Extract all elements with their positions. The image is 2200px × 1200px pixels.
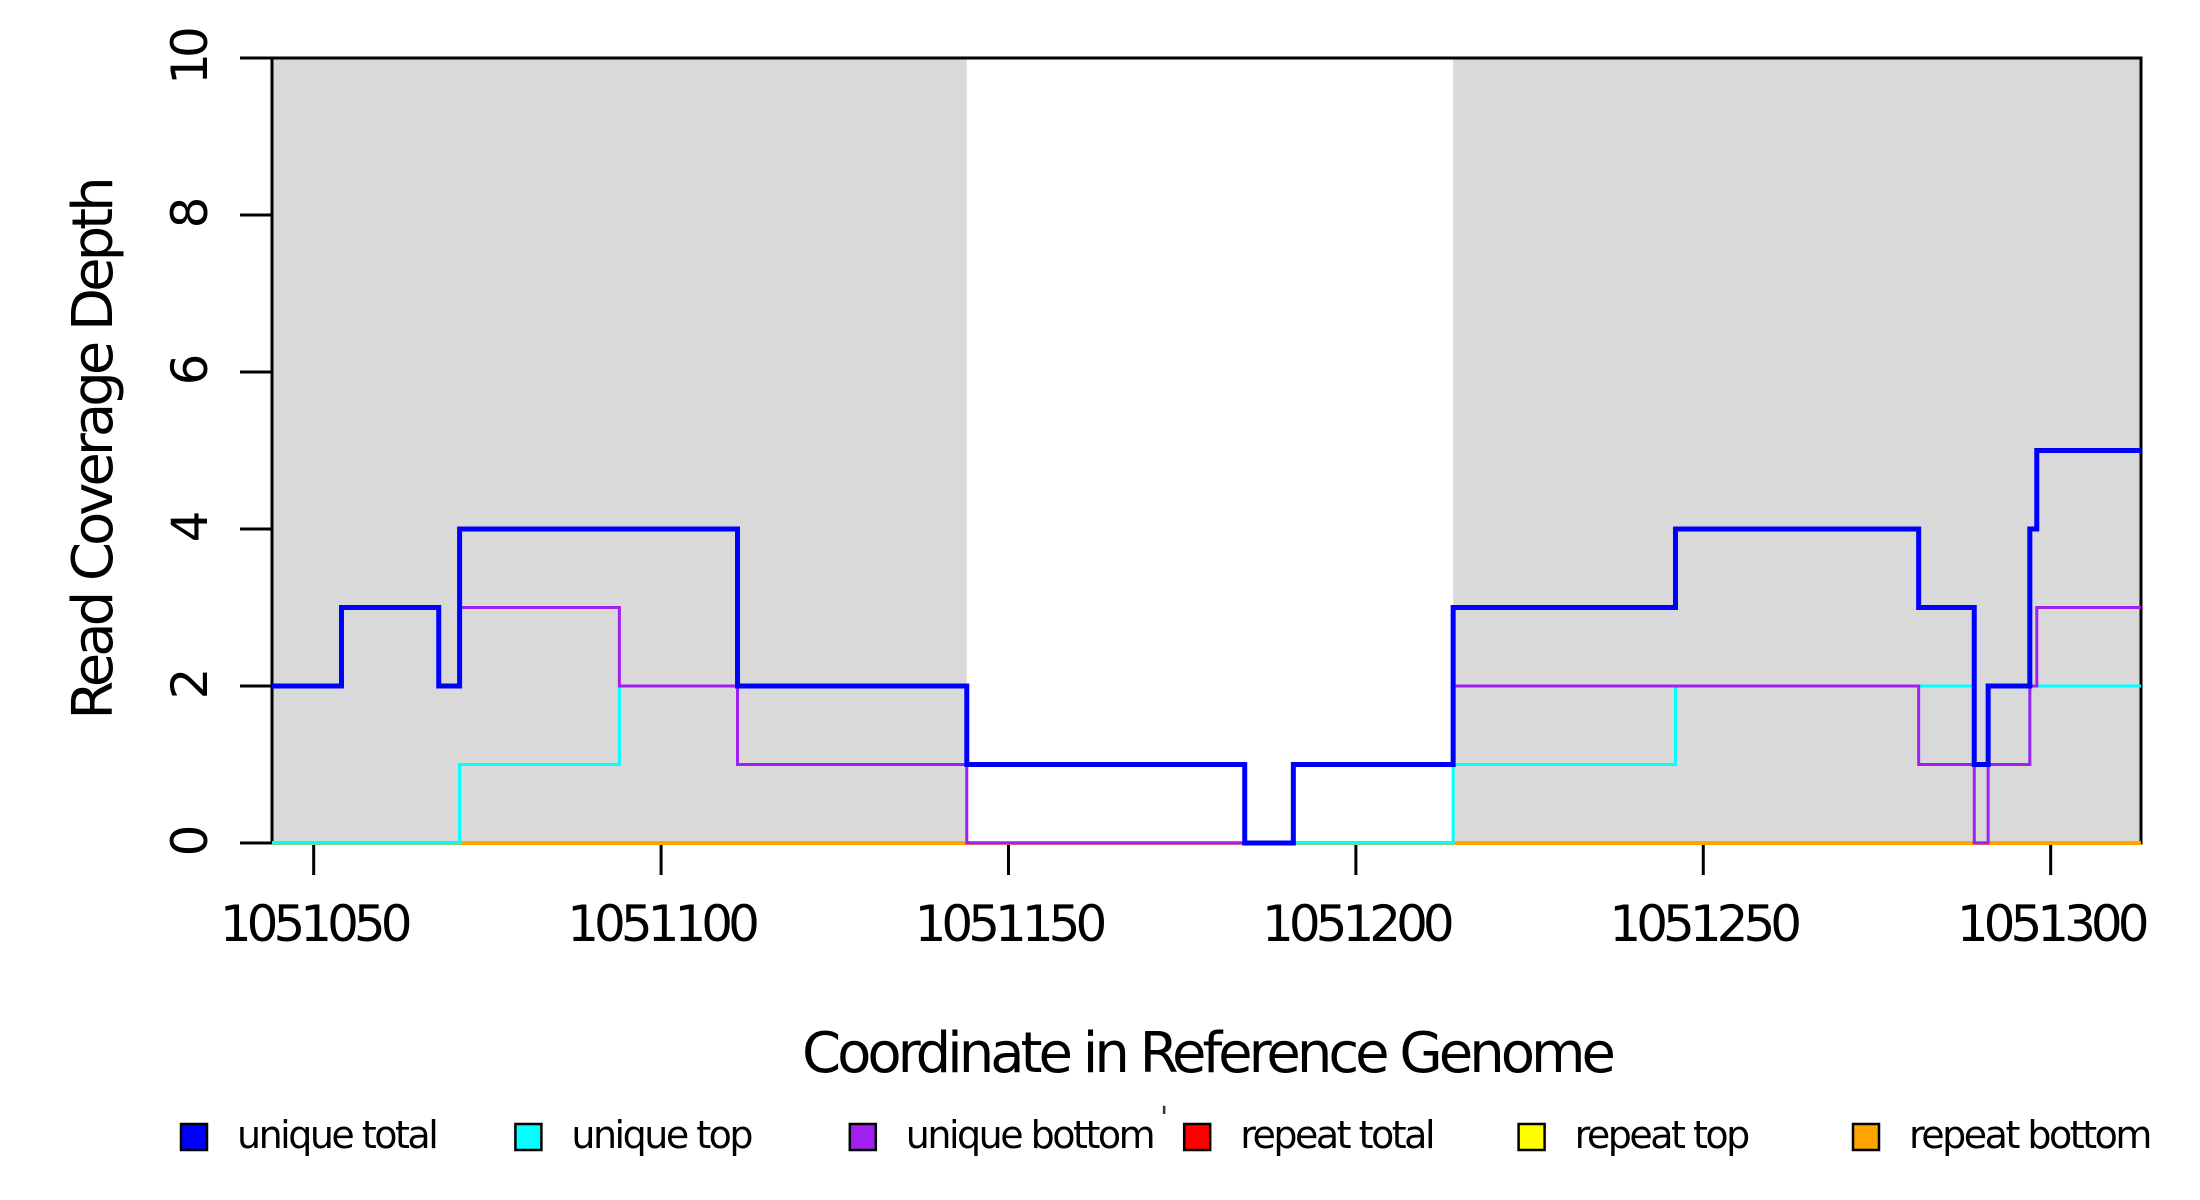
- legend-swatch-repeat-bottom: [1851, 1122, 1881, 1152]
- series-unique-total: [272, 448, 2141, 846]
- legend-swatch-unique-top: [514, 1122, 543, 1152]
- legend-swatch-unique-bottom: [848, 1122, 878, 1152]
- x-tick-label: 1051150: [915, 895, 1105, 953]
- y-tick-label: 8: [161, 199, 219, 228]
- legend-item-unique-top: unique top: [514, 1113, 755, 1157]
- legend-item-unique-total: unique total: [179, 1113, 439, 1157]
- shaded-regions: [272, 58, 2141, 843]
- legend-label-repeat-total: repeat total: [1240, 1113, 1433, 1157]
- legend-swatch-unique-total: [179, 1122, 209, 1152]
- legend-label-unique-top: unique top: [571, 1113, 752, 1157]
- y-tick-label: 10: [161, 29, 219, 85]
- y-axis-title: Read Coverage Depth: [61, 180, 126, 719]
- y-tick-label: 6: [161, 356, 219, 385]
- legend-item-unique-bottom: unique bottom: [848, 1113, 1156, 1157]
- x-tick-label: 1051300: [1957, 895, 2147, 953]
- legend-item-repeat-total: repeat total: [1182, 1113, 1436, 1157]
- x-tick-label: 1051250: [1609, 895, 1799, 953]
- x-tick-label: 1051100: [567, 895, 757, 953]
- legend-label-repeat-bottom: repeat bottom: [1909, 1113, 2150, 1157]
- shaded-region-2: [1453, 58, 2141, 843]
- x-tick-label: 1051050: [220, 895, 410, 953]
- y-tick-label: 2: [161, 672, 219, 699]
- legend-item-repeat-bottom: repeat bottom: [1851, 1113, 2152, 1157]
- x-tick-label: 1051200: [1262, 895, 1452, 953]
- stray-mark: ': [1160, 1101, 1168, 1136]
- axes: 1051050 1051100 1051150 1051200 1051250 10513…: [161, 29, 2152, 953]
- legend-item-repeat-top: repeat top: [1517, 1113, 1752, 1157]
- legend-swatch-repeat-top: [1517, 1122, 1546, 1152]
- y-tick-label: 0: [161, 827, 219, 856]
- legend-label-unique-total: unique total: [237, 1113, 436, 1157]
- legend: unique total unique top unique bottom repea…: [179, 1113, 2152, 1157]
- x-axis-title: Coordinate in Reference Genome: [802, 1021, 1614, 1086]
- legend-label-repeat-top: repeat top: [1575, 1113, 1750, 1157]
- legend-label-unique-bottom: unique bottom: [906, 1113, 1153, 1157]
- legend-swatch-repeat-total: [1182, 1122, 1212, 1152]
- y-tick-label: 4: [161, 513, 219, 542]
- data-series: [272, 448, 2141, 846]
